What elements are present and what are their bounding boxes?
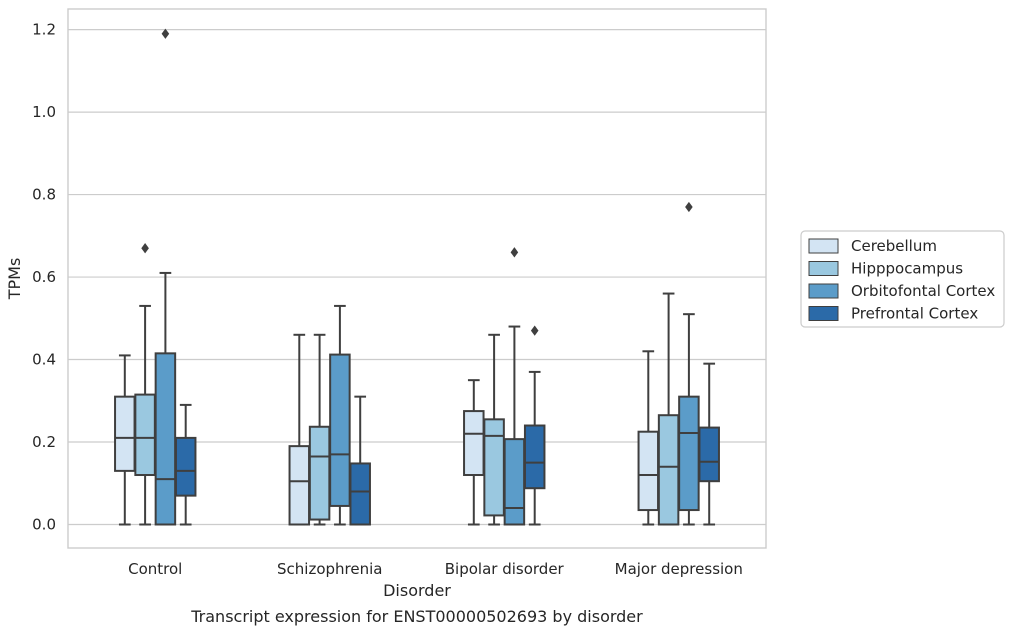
- box-iqr: [329, 353, 351, 507]
- y-tick-label: 0.4: [32, 351, 56, 369]
- boxes: [114, 28, 720, 526]
- box-hipppocampus: [134, 243, 156, 526]
- outlier-point: [530, 325, 539, 336]
- y-ticks: 0.0 0.2 0.4 0.6 0.8 1.0 1.2: [32, 21, 56, 534]
- legend-swatch-hipppocampus: [808, 261, 839, 276]
- box-iqr: [134, 393, 156, 477]
- box-cerebellum: [288, 333, 311, 526]
- box-iqr: [349, 462, 371, 526]
- y-axis-label: TPMs: [5, 258, 24, 301]
- x-tick-label: Control: [128, 560, 182, 578]
- outlier-point: [685, 201, 693, 213]
- outlier-point: [161, 28, 170, 39]
- y-tick-label: 0.6: [32, 268, 56, 286]
- box-iqr: [523, 424, 546, 490]
- box-hipppocampus: [308, 333, 331, 526]
- x-axis-label: Disorder: [383, 581, 451, 600]
- y-tick-label: 1.2: [32, 21, 56, 39]
- box-prefrontal-cortex: [698, 362, 720, 526]
- legend-label-hipppocampus: Hipppocampus: [851, 260, 963, 278]
- x-ticks: Control Schizophrenia Bipolar disorder Majo…: [128, 560, 743, 578]
- y-tick-label: 1.0: [32, 103, 56, 121]
- legend-label-prefrontal-cortex: Prefrontal Cortex: [851, 305, 978, 323]
- legend-label-orbitofontal-cortex: Orbitofontal Cortex: [851, 282, 995, 300]
- plot-frame: [67, 8, 767, 549]
- box-cerebellum: [463, 379, 485, 526]
- box-iqr: [503, 438, 526, 526]
- y-tick-label: 0.0: [32, 515, 56, 533]
- legend-swatch-cerebellum: [808, 238, 839, 254]
- box-iqr: [698, 426, 720, 483]
- box-orbitofontal-cortex: [678, 201, 700, 526]
- legend-swatch-orbitofontal-cortex: [808, 283, 839, 299]
- box-prefrontal-cortex: [174, 403, 197, 526]
- box-iqr: [657, 414, 680, 526]
- outlier-point: [510, 247, 519, 258]
- y-tick-label: 0.8: [32, 186, 56, 204]
- box-iqr: [154, 352, 177, 526]
- box-cerebellum: [637, 350, 660, 526]
- box-cerebellum: [114, 354, 136, 526]
- legend: Cerebellum Hipppocampus Orbitofontal Corte…: [800, 230, 1005, 328]
- box-hipppocampus: [483, 333, 505, 526]
- chart-caption: Transcript expression for ENST0000050269…: [190, 607, 643, 626]
- box-prefrontal-cortex: [523, 325, 546, 526]
- box-iqr: [637, 430, 660, 512]
- box-iqr: [308, 425, 331, 521]
- x-tick-label: Bipolar disorder: [445, 560, 565, 578]
- legend-label-cerebellum: Cerebellum: [851, 237, 937, 255]
- box-iqr: [483, 418, 505, 517]
- box-orbitofontal-cortex: [329, 304, 351, 526]
- box-iqr: [463, 410, 485, 477]
- legend-frame: [800, 230, 1005, 328]
- y-tick-label: 0.2: [32, 433, 56, 451]
- box-iqr: [114, 395, 136, 472]
- legend-swatch-prefrontal-cortex: [808, 306, 839, 321]
- box-prefrontal-cortex: [349, 395, 371, 526]
- box-hipppocampus: [657, 292, 680, 526]
- x-tick-label: Major depression: [615, 560, 743, 578]
- x-tick-label: Schizophrenia: [277, 560, 382, 578]
- box-orbitofontal-cortex: [503, 247, 526, 526]
- box-iqr: [288, 445, 311, 526]
- box-iqr: [174, 436, 197, 497]
- box-iqr: [678, 395, 700, 512]
- outlier-point: [141, 243, 149, 254]
